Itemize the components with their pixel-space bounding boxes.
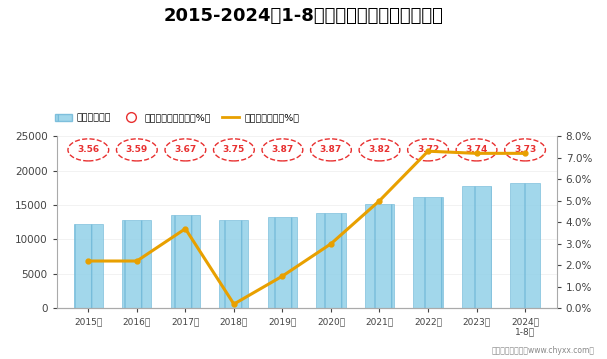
Text: 3.74: 3.74 bbox=[466, 145, 487, 154]
Bar bbox=[316, 213, 345, 308]
Text: 3.73: 3.73 bbox=[514, 145, 536, 154]
Text: 3.67: 3.67 bbox=[174, 145, 197, 154]
Text: 3.72: 3.72 bbox=[417, 145, 439, 154]
Bar bbox=[413, 197, 443, 308]
Text: 3.56: 3.56 bbox=[77, 145, 100, 154]
Text: 2015-2024年1-8月四川省工业企业数统计图: 2015-2024年1-8月四川省工业企业数统计图 bbox=[163, 7, 444, 25]
Bar bbox=[510, 183, 540, 308]
Bar bbox=[171, 215, 200, 308]
Bar bbox=[74, 224, 103, 308]
Text: 制图：智研咋询（www.chyxx.com）: 制图：智研咋询（www.chyxx.com） bbox=[492, 346, 595, 355]
Legend: 企业数（个）, 占全国企业数比重（%）, 企业同比增速（%）: 企业数（个）, 占全国企业数比重（%）, 企业同比增速（%） bbox=[52, 110, 303, 126]
Bar bbox=[462, 186, 491, 308]
Text: 3.87: 3.87 bbox=[271, 145, 294, 154]
Text: 3.87: 3.87 bbox=[320, 145, 342, 154]
Text: 3.59: 3.59 bbox=[126, 145, 148, 154]
Text: 3.75: 3.75 bbox=[223, 145, 245, 154]
Text: 3.82: 3.82 bbox=[368, 145, 390, 154]
Bar bbox=[268, 218, 297, 308]
Bar bbox=[365, 204, 394, 308]
Bar bbox=[219, 220, 248, 308]
Bar bbox=[122, 220, 151, 308]
